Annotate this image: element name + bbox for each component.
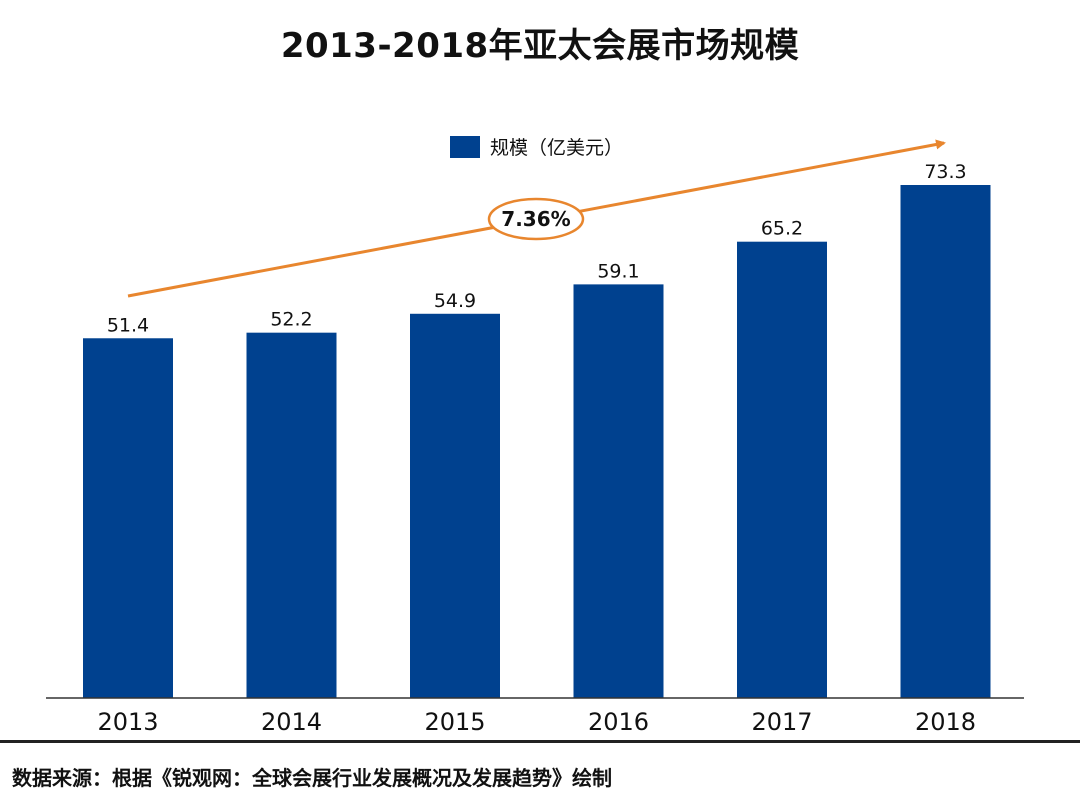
value-label-2015: 54.9 bbox=[434, 290, 476, 312]
value-label-2018: 73.3 bbox=[924, 161, 966, 183]
x-tick-2014: 2014 bbox=[261, 708, 322, 736]
x-tick-2013: 2013 bbox=[97, 708, 158, 736]
bar-2018 bbox=[900, 185, 991, 698]
legend-swatch bbox=[450, 135, 480, 158]
legend-label: 规模（亿美元） bbox=[490, 137, 624, 159]
growth-rate-label: 7.36% bbox=[501, 207, 570, 231]
divider bbox=[0, 740, 1080, 743]
value-label-2013: 51.4 bbox=[107, 314, 149, 336]
growth-rate-badge bbox=[487, 197, 585, 241]
x-tick-2015: 2015 bbox=[424, 708, 485, 736]
source-note: 数据来源：根据《锐观网：全球会展行业发展概况及发展趋势》绘制 bbox=[12, 766, 612, 790]
bar-chart: 7.36% 51.4 52.2 54.9 59.1 65.2 73.3 2013 2014 2… bbox=[46, 139, 1024, 736]
x-tick-2016: 2016 bbox=[588, 708, 649, 736]
x-tick-2018: 2018 bbox=[915, 708, 976, 736]
value-label-2016: 59.1 bbox=[597, 260, 639, 282]
bar-2016 bbox=[573, 284, 664, 698]
value-label-2014: 52.2 bbox=[270, 309, 312, 331]
value-label-2017: 65.2 bbox=[761, 218, 803, 240]
bar-2015 bbox=[410, 313, 500, 698]
bar-2017 bbox=[737, 241, 827, 698]
bar-2013 bbox=[83, 338, 173, 698]
chart-title: 2013-2018年亚太会展市场规模 bbox=[280, 26, 800, 66]
bar-2014 bbox=[246, 332, 337, 698]
legend: 规模（亿美元） bbox=[450, 133, 623, 160]
x-tick-2017: 2017 bbox=[751, 708, 812, 736]
